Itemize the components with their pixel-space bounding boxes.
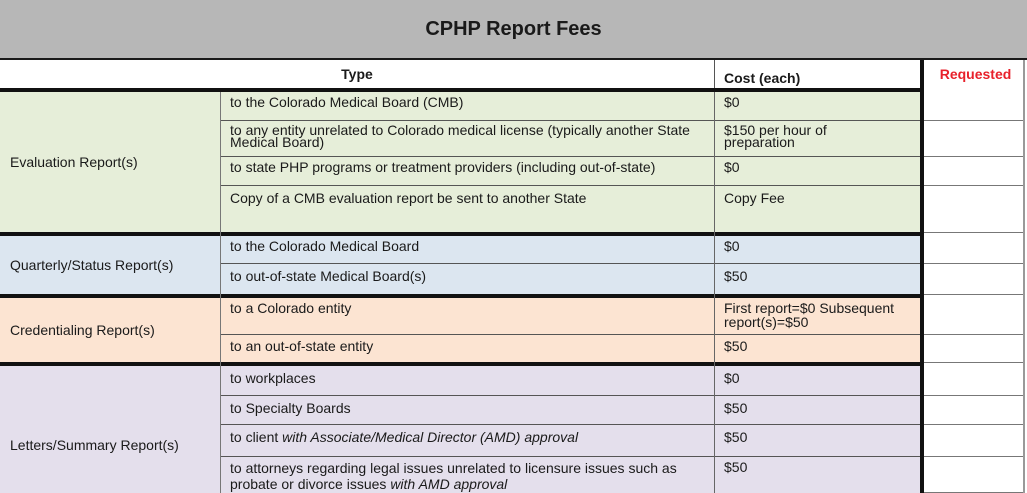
requested-cell[interactable] <box>924 335 1023 363</box>
evaluation-row-2-cost: $150 per hour of preparation <box>714 121 920 156</box>
requested-cell[interactable] <box>924 366 1023 396</box>
evaluation-row-1-cost: $0 <box>714 92 920 120</box>
letters-row-2-desc: to Specialty Boards <box>220 396 714 424</box>
quarterly-row-1-desc: to the Colorado Medical Board <box>220 236 714 263</box>
credentialing-row-2-desc: to an out-of-state entity <box>220 335 714 362</box>
letters-row-3-italic: with Associate/Medical Director (AMD) ap… <box>282 429 579 445</box>
letters-row-4-italic: with AMD approval <box>390 476 508 492</box>
group-label: Evaluation Report(s) <box>10 154 138 170</box>
page-title: CPHP Report Fees <box>0 0 1027 60</box>
group-evaluation-reports: Evaluation Report(s) <box>0 92 220 232</box>
requested-column-header: Requested <box>939 66 1012 82</box>
requested-cell[interactable] <box>924 236 1023 264</box>
group-label: Quarterly/Status Report(s) <box>10 257 174 273</box>
type-column-header: Type <box>341 66 373 82</box>
letters-row-3-text: to client <box>230 429 279 445</box>
evaluation-row-3-cost: $0 <box>714 157 920 185</box>
letters-row-4-desc: to attorneys regarding legal issues unre… <box>220 457 714 493</box>
requested-cell[interactable] <box>924 121 1023 157</box>
requested-cell[interactable] <box>924 457 1023 493</box>
credentialing-row-1-cost: First report=$0 Subsequent report(s)=$50 <box>714 298 920 334</box>
quarterly-row-1-cost: $0 <box>714 236 920 263</box>
evaluation-row-4-cost: Copy Fee <box>714 186 920 232</box>
group-label: Credentialing Report(s) <box>10 322 155 338</box>
quarterly-row-2-desc: to out-of-state Medical Board(s) <box>220 264 714 294</box>
letters-row-2-cost: $50 <box>714 396 920 424</box>
group-letters-summary-reports: Letters/Summary Report(s) <box>0 366 220 493</box>
requested-cell[interactable] <box>924 264 1023 295</box>
requested-cell[interactable] <box>924 396 1023 425</box>
requested-cell[interactable] <box>924 157 1023 186</box>
credentialing-row-1-desc: to a Colorado entity <box>220 298 714 334</box>
requested-cell[interactable] <box>924 92 1023 121</box>
cost-column-header: Cost (each) <box>724 70 801 86</box>
quarterly-row-2-cost: $50 <box>714 264 920 294</box>
letters-row-3-desc: to client with Associate/Medical Directo… <box>220 425 714 456</box>
group-credentialing-reports: Credentialing Report(s) <box>0 298 220 362</box>
letters-row-1-desc: to workplaces <box>220 366 714 395</box>
letters-row-4-cost: $50 <box>714 457 920 493</box>
requested-cell[interactable] <box>924 425 1023 457</box>
group-quarterly-status-reports: Quarterly/Status Report(s) <box>0 236 220 294</box>
group-label: Letters/Summary Report(s) <box>10 436 179 453</box>
letters-row-4-text: to attorneys regarding legal issues unre… <box>230 460 677 492</box>
evaluation-row-3-desc: to state PHP programs or treatment provi… <box>220 157 714 185</box>
letters-row-1-cost: $0 <box>714 366 920 395</box>
evaluation-row-4-desc: Copy of a CMB evaluation report be sent … <box>220 186 714 232</box>
evaluation-row-2-desc: to any entity unrelated to Colorado medi… <box>220 121 714 156</box>
letters-row-3-cost: $50 <box>714 425 920 456</box>
requested-cell[interactable] <box>924 186 1023 233</box>
credentialing-row-2-cost: $50 <box>714 335 920 362</box>
evaluation-row-1-desc: to the Colorado Medical Board (CMB) <box>220 92 714 120</box>
requested-cell[interactable] <box>924 298 1023 335</box>
